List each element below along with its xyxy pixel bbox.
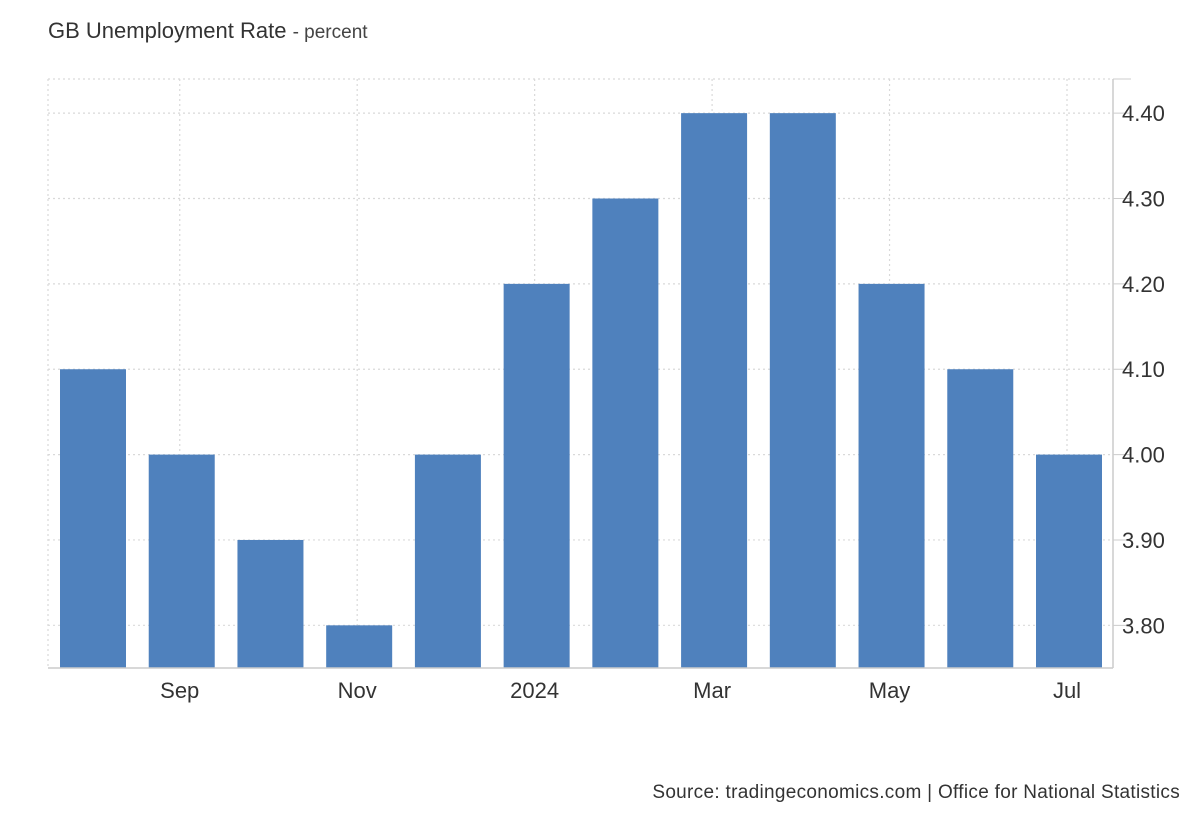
bars-layer	[60, 113, 1102, 669]
x-tick-label: Nov	[338, 678, 377, 703]
y-tick-label: 3.90	[1122, 528, 1165, 553]
chart-subtitle: - percent	[292, 22, 368, 43]
axis-layer	[48, 78, 1131, 669]
y-tick-label: 4.10	[1122, 357, 1165, 382]
bar	[1036, 454, 1102, 668]
y-tick-label: 4.40	[1122, 101, 1165, 126]
labels-layer: 3.80 3.90 4.00 4.10 4.20 4.30 4.40 Sep Nov 2024 Ma…	[160, 101, 1165, 703]
bar	[947, 369, 1014, 668]
y-tick-label: 4.30	[1122, 187, 1165, 212]
bar	[414, 454, 481, 668]
bar	[858, 283, 925, 668]
y-tick-label: 4.00	[1122, 443, 1165, 468]
y-tick-label: 3.80	[1122, 613, 1165, 638]
bar	[681, 113, 748, 669]
bar	[592, 198, 659, 668]
chart-title-text: GB Unemployment Rate	[48, 18, 287, 43]
bar	[60, 369, 126, 668]
source-note: Source: tradingeconomics.com | Office fo…	[652, 782, 1180, 803]
x-tick-label: Jul	[1053, 678, 1081, 703]
bar	[326, 625, 393, 668]
bar	[769, 113, 836, 669]
x-tick-label: Sep	[160, 678, 199, 703]
bar	[148, 454, 215, 668]
x-tick-label: Mar	[693, 678, 731, 703]
bar	[503, 283, 570, 668]
chart-title: GB Unemployment Rate - percent	[48, 18, 368, 44]
bar	[237, 539, 304, 668]
x-tick-label: May	[869, 678, 911, 703]
y-tick-label: 4.20	[1122, 272, 1165, 297]
x-tick-label: 2024	[510, 678, 559, 703]
